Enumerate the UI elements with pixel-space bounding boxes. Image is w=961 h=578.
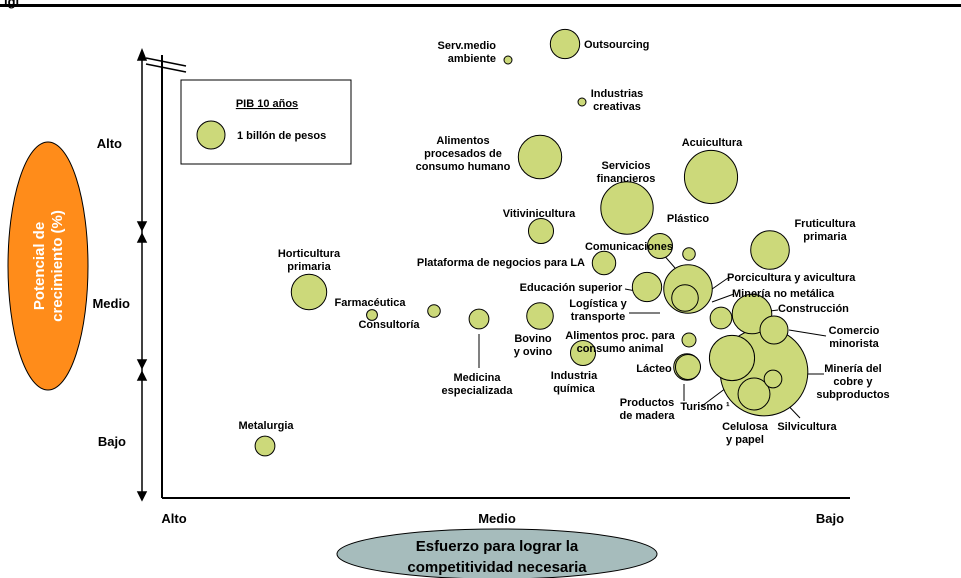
- x-category-alto: Alto: [161, 511, 186, 526]
- label-plastico: Plástico: [667, 213, 709, 225]
- label-logistica-transporte: Logística y transporte: [569, 298, 627, 323]
- bubble-comunicaciones: [646, 232, 674, 260]
- bubble-horticultura-primaria: [290, 273, 328, 311]
- label-bovino-ovino: Bovino y ovino: [514, 333, 553, 358]
- label-porcicultura-avicultura: Porcicultura y avicultura: [727, 272, 856, 284]
- label-industrias-creativas: Industrias creativas: [591, 88, 644, 113]
- bubble-labels: Outsourcing Serv.medio ambiente Industrias c…: [238, 39, 889, 446]
- bubble-alimentos-proc-animal: [681, 332, 697, 348]
- y-category-medio: Medio: [92, 296, 130, 311]
- bubble-bovino-ovino: [526, 302, 554, 330]
- label-metalurgia: Metalurgia: [238, 420, 294, 432]
- label-alimentos-procesados: Alimentos procesados de consumo humano: [416, 135, 511, 173]
- xlabel-oval: [336, 528, 658, 578]
- bubbles: [254, 28, 809, 457]
- leader-turismo: [701, 387, 727, 407]
- bubble-serv-medio-ambiente: [503, 55, 513, 65]
- label-plataforma-negocios: Plataforma de negocios para LA: [417, 257, 585, 269]
- xlabel-line-2: competitividad necesaria: [407, 559, 587, 576]
- x-category-bajo: Bajo: [816, 511, 844, 526]
- y-range-brackets: [136, 47, 148, 502]
- legend-bubble: [196, 120, 226, 150]
- xlabel-oval-group: Esfuerzo para lograr la competitividad n…: [336, 528, 658, 578]
- xlabel-line-1: Esfuerzo para lograr la: [416, 538, 579, 555]
- label-servicios-financieros: Servicios financieros: [597, 160, 656, 185]
- label-silvicultura: Silvicultura: [777, 421, 837, 433]
- main-axes: [145, 55, 850, 499]
- bubble-turismo: [708, 334, 756, 382]
- bubble-comercio-minorista: [759, 315, 789, 345]
- y-category-bajo: Bajo: [98, 434, 126, 449]
- bubble-mineria-no-metalica: [709, 306, 733, 330]
- bubble-medicina-especializada: [468, 308, 490, 330]
- label-celulosa-papel: Celulosa y papel: [722, 421, 769, 446]
- label-fruticultura-primaria: Fruticultura primaria: [794, 218, 856, 243]
- bubble-plastico: [682, 247, 696, 261]
- label-industria-quimica: Industria química: [551, 370, 598, 395]
- bubble-outsourcing: [549, 28, 581, 60]
- ylabel-oval: [7, 141, 89, 391]
- bubble-industrias-creativas: [577, 97, 587, 107]
- ylabel-oval-group: Potencial de crecimiento (%): [7, 141, 89, 391]
- y-category-alto: Alto: [97, 136, 122, 151]
- label-productos-madera: Productos de madera: [619, 397, 675, 422]
- leader-mineria-no-metalica: [711, 293, 735, 303]
- label-consultoria: Consultoría: [358, 319, 420, 331]
- bubble-farmaceutica: [366, 309, 378, 321]
- bubble-consultoria: [427, 304, 441, 318]
- bubble-plataforma-negocios: [591, 250, 617, 276]
- bubble-celulosa-papel: [737, 377, 771, 411]
- bubble-servicios-financieros: [600, 181, 654, 235]
- label-alimentos-proc-animal: Alimentos proc. para consumo animal: [565, 330, 675, 355]
- label-mineria-cobre: Minería del cobre y subproductos: [816, 363, 889, 401]
- legend-title: PIB 10 años: [236, 98, 298, 110]
- label-medicina-especializada: Medicina especializada: [442, 372, 514, 397]
- label-outsourcing: Outsourcing: [584, 39, 649, 51]
- label-serv-medio-ambiente: Serv.medio ambiente: [438, 40, 497, 65]
- bubble-alimentos-procesados: [517, 134, 563, 180]
- ylabel-line-1: Potencial de: [31, 222, 48, 310]
- label-vitivinicultura: Vitivinicultura: [503, 208, 576, 220]
- bubble-metalurgia: [254, 435, 276, 457]
- x-category-medio: Medio: [478, 511, 516, 526]
- label-turismo: Turismo ¹: [680, 401, 730, 413]
- bubble-vitivinicultura: [527, 217, 555, 245]
- label-comercio-minorista: Comercio minorista: [829, 325, 880, 350]
- bubble-silvicultura: [763, 369, 783, 389]
- label-mineria-no-metalica: Minería no metálica: [732, 288, 835, 300]
- top-rule: [0, 4, 961, 7]
- label-educacion-superior: Educación superior: [520, 282, 623, 294]
- bubble-acuicultura: [683, 149, 739, 205]
- label-horticultura-primaria: Horticultura primaria: [278, 248, 341, 273]
- legend: PIB 10 años 1 billón de pesos: [180, 79, 352, 165]
- label-comunicaciones: Comunicaciones: [585, 241, 673, 253]
- bubble-porcicultura-avicultura: [671, 284, 699, 312]
- leader-comercio-minorista: [788, 329, 827, 337]
- bubble-industria-quimica: [569, 339, 597, 367]
- bubble-educacion-superior: [631, 271, 663, 303]
- ylabel-line-2: crecimiento (%): [49, 210, 66, 322]
- label-farmaceutica: Farmacéutica: [335, 297, 407, 309]
- label-construccion: Construcción: [778, 303, 849, 315]
- bubble-fruticultura-primaria: [750, 230, 790, 270]
- legend-entry: 1 billón de pesos: [237, 130, 326, 142]
- bubble-lacteo: [674, 353, 702, 381]
- label-lacteo: Lácteo: [636, 363, 672, 375]
- label-acuicultura: Acuicultura: [682, 137, 743, 149]
